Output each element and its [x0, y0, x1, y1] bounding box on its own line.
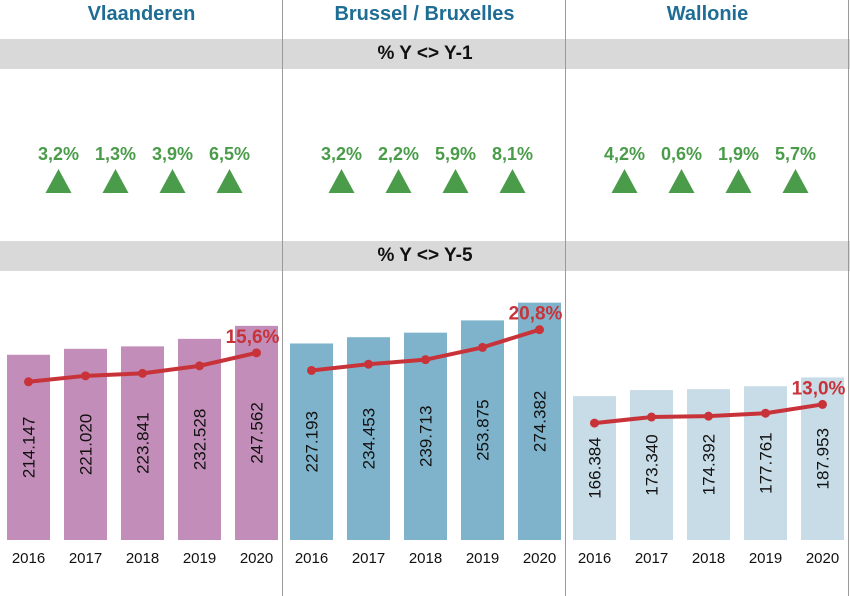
bar-value-label: 234.453	[360, 408, 379, 469]
y5-band-label: % Y <> Y-5	[377, 245, 473, 266]
panel-divider	[565, 0, 566, 596]
bar-value-label: 274.382	[531, 391, 550, 452]
trend-point	[81, 371, 90, 381]
yoy-band-label: % Y <> Y-1	[377, 43, 473, 64]
x-tick-label: 2019	[466, 550, 499, 567]
x-tick-label: 2017	[69, 550, 102, 567]
yoy-change-label: 8,1%	[492, 144, 533, 164]
yoy-change-label: 1,3%	[95, 144, 136, 164]
up-arrow-icon	[499, 169, 526, 193]
bar-value-label: 247.562	[248, 402, 267, 463]
trend-point	[647, 412, 656, 422]
five-year-change-label: 15,6%	[226, 327, 280, 348]
trend-point	[478, 342, 487, 352]
region-title-brussel: Brussel / Bruxelles	[334, 3, 515, 25]
x-tick-label: 2017	[635, 550, 668, 567]
region-title-vlaanderen: Vlaanderen	[87, 3, 196, 25]
trend-point	[307, 365, 316, 375]
up-arrow-icon	[668, 169, 695, 193]
up-arrow-icon	[102, 169, 129, 193]
bar-value-label: 187.953	[814, 428, 833, 489]
bar-value-label: 177.761	[757, 432, 776, 493]
up-arrow-icon	[159, 169, 186, 193]
five-year-change-label: 20,8%	[509, 304, 563, 325]
bar	[461, 320, 504, 540]
yoy-change-label: 3,2%	[321, 144, 362, 164]
trend-point	[535, 325, 544, 335]
bar	[518, 302, 561, 540]
trend-point	[138, 368, 147, 378]
bar-value-label: 214.147	[20, 417, 39, 478]
bar	[347, 337, 390, 540]
yoy-change-label: 2,2%	[378, 144, 419, 164]
x-tick-label: 2020	[523, 550, 556, 567]
bar	[178, 338, 221, 540]
bar	[121, 346, 164, 540]
x-tick-label: 2017	[352, 550, 385, 567]
bar-value-label: 174.392	[700, 434, 719, 495]
trend-point	[818, 399, 827, 409]
up-arrow-icon	[782, 169, 809, 193]
up-arrow-icon	[328, 169, 355, 193]
bar-value-label: 239.713	[417, 406, 436, 467]
trend-point	[761, 408, 770, 418]
bar-value-label: 227.193	[303, 411, 322, 472]
x-tick-label: 2016	[12, 550, 45, 567]
trend-point	[24, 377, 33, 387]
x-tick-label: 2016	[295, 550, 328, 567]
up-arrow-icon	[611, 169, 638, 193]
yoy-change-label: 3,9%	[152, 144, 193, 164]
bar-value-label: 166.384	[586, 437, 605, 498]
y5-band: % Y <> Y-5	[0, 241, 850, 271]
yoy-change-label: 6,5%	[209, 144, 250, 164]
yoy-change-label: 3,2%	[38, 144, 79, 164]
trend-point	[421, 355, 430, 365]
trend-point	[704, 411, 713, 421]
five-year-change-label: 13,0%	[792, 378, 846, 399]
up-arrow-icon	[45, 169, 72, 193]
up-arrow-icon	[725, 169, 752, 193]
trend-point	[364, 359, 373, 369]
x-tick-label: 2018	[126, 550, 159, 567]
x-tick-label: 2016	[578, 550, 611, 567]
up-arrow-icon	[442, 169, 469, 193]
bar	[290, 343, 333, 540]
yoy-change-label: 1,9%	[718, 144, 759, 164]
x-tick-label: 2019	[183, 550, 216, 567]
x-tick-label: 2018	[409, 550, 442, 567]
region-title-wallonie: Wallonie	[666, 3, 749, 25]
up-arrow-icon	[385, 169, 412, 193]
bar-value-label: 221.020	[77, 414, 96, 475]
x-tick-label: 2020	[806, 550, 839, 567]
up-arrow-icon	[216, 169, 243, 193]
bar	[404, 332, 447, 540]
x-tick-label: 2019	[749, 550, 782, 567]
yoy-change-label: 5,7%	[775, 144, 816, 164]
bar-value-label: 223.841	[134, 412, 153, 473]
x-tick-label: 2020	[240, 550, 273, 567]
trend-point	[195, 361, 204, 371]
x-tick-label: 2018	[692, 550, 725, 567]
bar-value-label: 173.340	[643, 434, 662, 495]
bar-value-label: 253.875	[474, 399, 493, 460]
yoy-change-label: 5,9%	[435, 144, 476, 164]
yoy-change-label: 4,2%	[604, 144, 645, 164]
yoy-change-label: 0,6%	[661, 144, 702, 164]
panel-edge	[848, 0, 849, 596]
trend-point	[252, 348, 261, 358]
bar	[64, 348, 107, 540]
bar-value-label: 232.528	[191, 409, 210, 470]
trend-point	[590, 418, 599, 428]
bar	[235, 325, 278, 540]
yoy-band: % Y <> Y-1	[0, 39, 850, 69]
panel-divider	[282, 0, 283, 596]
